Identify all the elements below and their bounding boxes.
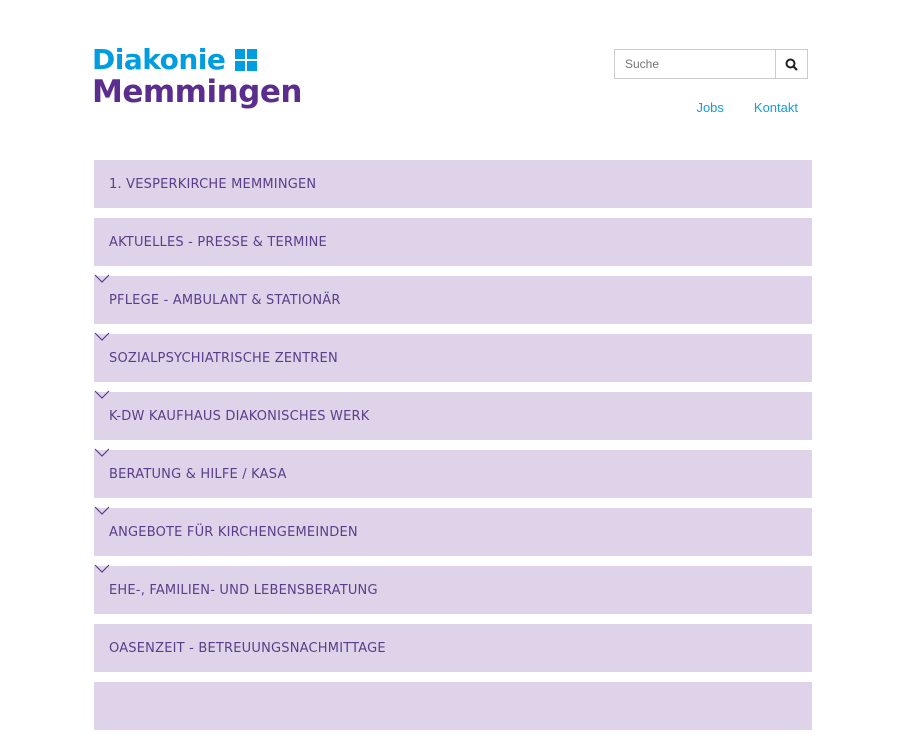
search-input[interactable]	[614, 49, 775, 79]
logo-text-diakonie: Diakonie	[92, 43, 226, 76]
menu-item-label: ANGEBOTE FÜR KIRCHENGEMEINDEN	[109, 524, 358, 540]
menu-item-label: 1. VESPERKIRCHE MEMMINGEN	[109, 176, 317, 192]
search-form	[614, 49, 808, 79]
menu-item-label: K-DW KAUFHAUS DIAKONISCHES WERK	[109, 408, 370, 424]
menu-item[interactable]: ANGEBOTE FÜR KIRCHENGEMEINDEN	[94, 506, 812, 556]
chevron-down-icon[interactable]	[94, 274, 110, 284]
chevron-down-icon[interactable]	[94, 332, 110, 342]
menu-item-label: SOZIALPSYCHIATRISCHE ZENTREN	[109, 350, 338, 366]
menu-item-label: EHE-, FAMILIEN- UND LEBENSBERATUNG	[109, 582, 378, 598]
menu-item-label: AKTUELLES - PRESSE & TERMINE	[109, 234, 327, 250]
menu-item-label: OASENZEIT - BETREUUNGSNACHMITTAGE	[109, 640, 386, 656]
menu-item[interactable]: EHE-, FAMILIEN- UND LEBENSBERATUNG	[94, 564, 812, 614]
menu-item[interactable]: 1. VESPERKIRCHE MEMMINGEN	[94, 160, 812, 208]
menu-item-label: PFLEGE - AMBULANT & STATIONÄR	[109, 292, 341, 308]
chevron-down-icon[interactable]	[94, 506, 110, 516]
chevron-down-icon[interactable]	[94, 448, 110, 458]
menu-item[interactable]: BERATUNG & HILFE / KASA	[94, 448, 812, 498]
diakonie-cross-icon	[235, 49, 258, 71]
nav-jobs[interactable]: Jobs	[696, 100, 724, 115]
menu-item[interactable]: AKTUELLES - PRESSE & TERMINE	[94, 218, 812, 266]
top-nav: Jobs Kontakt	[696, 100, 798, 115]
search-button[interactable]	[775, 49, 808, 79]
nav-kontakt[interactable]: Kontakt	[753, 100, 798, 115]
menu-item-label: BERATUNG & HILFE / KASA	[109, 466, 287, 482]
logo[interactable]: Diakonie Memmingen	[92, 46, 302, 108]
logo-text-memmingen: Memmingen	[92, 74, 302, 110]
menu-item[interactable]: SOZIALPSYCHIATRISCHE ZENTREN	[94, 332, 812, 382]
main-menu: 1. VESPERKIRCHE MEMMINGEN AKTUELLES - PRE…	[94, 160, 812, 740]
search-icon	[785, 58, 798, 71]
chevron-down-icon[interactable]	[94, 564, 110, 574]
menu-item[interactable]	[94, 682, 812, 730]
chevron-down-icon[interactable]	[94, 390, 110, 400]
menu-item[interactable]: OASENZEIT - BETREUUNGSNACHMITTAGE	[94, 624, 812, 672]
menu-item[interactable]: PFLEGE - AMBULANT & STATIONÄR	[94, 274, 812, 324]
menu-item[interactable]: K-DW KAUFHAUS DIAKONISCHES WERK	[94, 390, 812, 440]
